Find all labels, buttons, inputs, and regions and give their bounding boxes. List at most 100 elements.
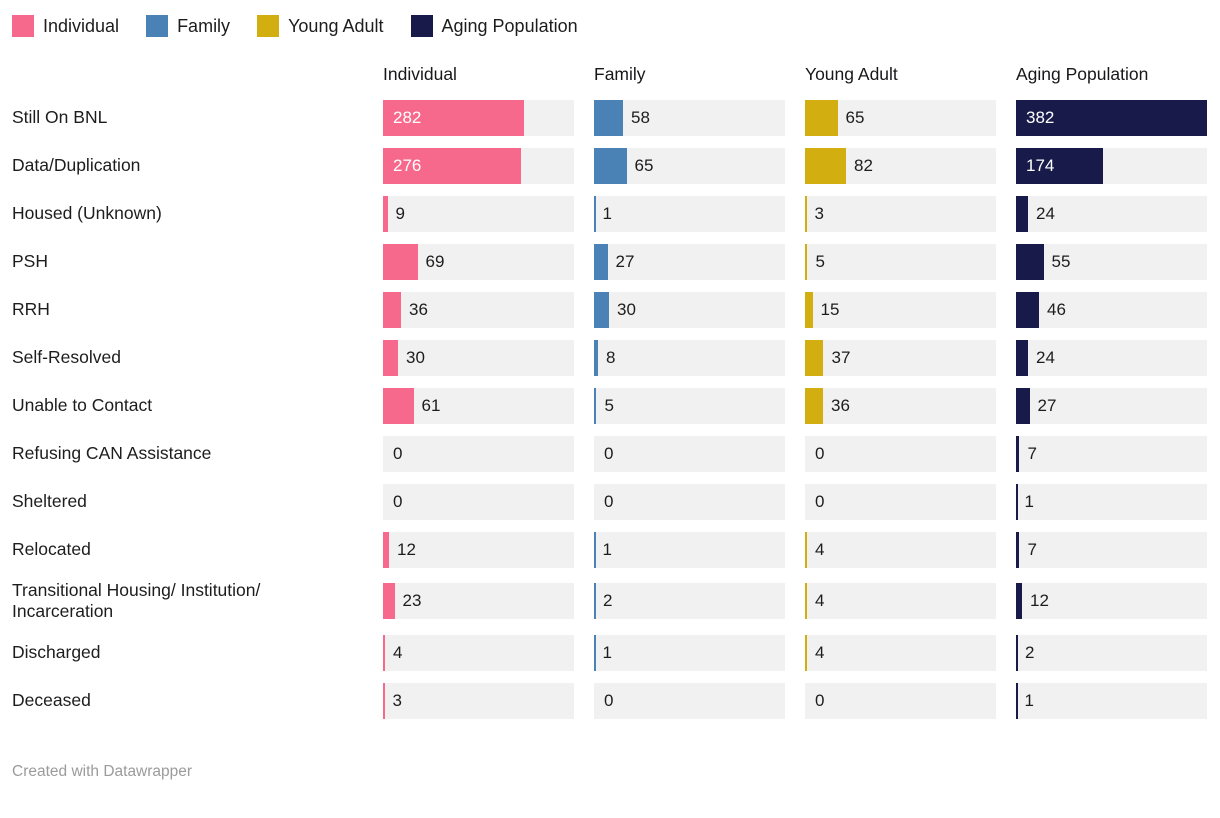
legend-item-label: Young Adult xyxy=(288,15,384,36)
bar-still-on-bnl-aging-population: 382 xyxy=(1016,100,1207,136)
bar-grid: Individual Family Young Adult Aging Populat… xyxy=(12,64,1208,719)
bar-fill xyxy=(383,340,398,376)
row-label: Transitional Housing/ Institution/ Incar… xyxy=(12,580,261,622)
value-label: 7 xyxy=(1027,540,1037,559)
legend-swatch-icon xyxy=(257,15,280,37)
bar-transitional-housing-institution-incarceration-individual: 23 xyxy=(383,583,574,620)
bar-discharged-aging-population: 2 xyxy=(1016,634,1207,671)
value-label: 1 xyxy=(602,204,612,223)
bar-self-resolved-young-adult: 37 xyxy=(805,340,996,376)
value-label: 46 xyxy=(1047,300,1066,319)
row-label: Unable to Contact xyxy=(12,395,153,416)
value-label: 82 xyxy=(854,156,873,175)
bar-fill xyxy=(383,583,395,620)
bar-fill xyxy=(1016,388,1030,424)
row-label: Sheltered xyxy=(12,491,87,512)
legend-swatch-icon xyxy=(410,15,433,37)
value-label: 15 xyxy=(820,300,840,319)
row-unable-to-contact: Unable to Contact 61 5 36 27 xyxy=(12,388,1208,424)
value-label: 0 xyxy=(815,492,825,511)
bar-rrh-individual: 36 xyxy=(383,292,574,328)
value-label: 276 xyxy=(393,156,422,175)
bar-still-on-bnl-family: 58 xyxy=(594,100,785,136)
row-refusing-can-assistance: Refusing CAN Assistance 0 0 0 7 xyxy=(12,436,1208,472)
value-label: 4 xyxy=(815,540,825,559)
bar-fill xyxy=(1016,436,1020,472)
bar-fill xyxy=(805,583,807,620)
bar-unable-to-contact-individual: 61 xyxy=(383,388,574,424)
bar-sheltered-individual: 0 xyxy=(383,484,574,520)
column-header-family: Family xyxy=(594,64,646,84)
row-psh: PSH 69 27 5 55 xyxy=(12,244,1208,280)
bar-discharged-family: 1 xyxy=(594,634,785,671)
value-label: 65 xyxy=(845,108,865,127)
value-label: 2 xyxy=(1025,642,1035,662)
column-header-aging-population: Aging Population xyxy=(1016,64,1149,84)
bar-data-duplication-aging-population: 174 xyxy=(1016,148,1207,184)
value-label: 0 xyxy=(393,492,403,511)
value-label: 8 xyxy=(606,348,616,367)
bar-refusing-can-assistance-individual: 0 xyxy=(383,436,574,472)
bar-data-duplication-family: 65 xyxy=(594,148,785,184)
row-label: Relocated xyxy=(12,539,91,560)
value-label: 0 xyxy=(604,690,614,710)
bar-relocated-aging-population: 7 xyxy=(1016,532,1207,568)
value-label: 65 xyxy=(634,156,654,175)
value-label: 0 xyxy=(393,444,403,463)
row-housed-unknown: Housed (Unknown) 9 1 3 24 xyxy=(12,196,1208,232)
row-deceased: Deceased 3 0 0 1 xyxy=(12,682,1208,719)
value-label: 30 xyxy=(406,348,425,367)
datawrapper-credit-link[interactable]: Created with Datawrapper xyxy=(12,762,193,780)
bar-fill xyxy=(805,388,823,424)
bar-fill xyxy=(594,100,623,136)
column-header-row: Individual Family Young Adult Aging Populat… xyxy=(12,64,1208,85)
legend-swatch-icon xyxy=(146,15,169,37)
bar-discharged-individual: 4 xyxy=(383,634,574,671)
column-header-individual: Individual xyxy=(383,64,457,84)
value-label: 12 xyxy=(397,540,416,559)
row-label: RRH xyxy=(12,299,50,320)
bar-transitional-housing-institution-incarceration-family: 2 xyxy=(594,583,785,620)
legend-item-young-adult: Young Adult xyxy=(257,15,384,37)
value-label: 1 xyxy=(602,642,612,662)
bar-fill xyxy=(594,634,596,671)
bar-self-resolved-family: 8 xyxy=(594,340,785,376)
bar-fill xyxy=(594,196,596,232)
value-label: 69 xyxy=(425,252,445,271)
bar-refusing-can-assistance-aging-population: 7 xyxy=(1016,436,1207,472)
bar-fill xyxy=(1016,100,1207,136)
bar-fill xyxy=(1016,244,1044,280)
bar-relocated-individual: 12 xyxy=(383,532,574,568)
value-label: 27 xyxy=(615,252,635,271)
value-label: 1 xyxy=(602,540,612,559)
bar-housed-unknown-aging-population: 24 xyxy=(1016,196,1207,232)
bar-fill xyxy=(1016,148,1103,184)
value-label: 12 xyxy=(1030,591,1049,611)
bar-deceased-young-adult: 0 xyxy=(805,682,996,719)
value-label: 3 xyxy=(814,204,824,223)
bar-still-on-bnl-young-adult: 65 xyxy=(805,100,996,136)
row-sheltered: Sheltered 0 0 0 1 xyxy=(12,484,1208,520)
legend-item-family: Family xyxy=(146,15,230,37)
value-label: 0 xyxy=(604,444,614,463)
value-label: 1 xyxy=(1024,690,1034,710)
value-label: 4 xyxy=(393,642,403,662)
bar-fill xyxy=(1016,532,1020,568)
bar-fill xyxy=(383,100,524,136)
bar-fill xyxy=(1016,682,1018,719)
row-data-duplication: Data/Duplication 276 65 82 174 xyxy=(12,148,1208,184)
legend-item-label: Family xyxy=(177,15,231,36)
bar-rrh-family: 30 xyxy=(594,292,785,328)
value-label: 24 xyxy=(1036,348,1055,367)
bar-fill xyxy=(805,340,824,376)
bar-fill xyxy=(383,532,389,568)
row-self-resolved: Self-Resolved 30 8 37 24 xyxy=(12,340,1208,376)
value-label: 282 xyxy=(393,108,422,127)
value-label: 4 xyxy=(815,642,825,662)
row-label: Still On BNL xyxy=(12,107,108,128)
value-label: 1 xyxy=(1024,492,1034,511)
value-label: 58 xyxy=(631,108,650,127)
bar-fill xyxy=(805,292,813,328)
bar-rrh-aging-population: 46 xyxy=(1016,292,1207,328)
bar-fill xyxy=(805,634,807,671)
